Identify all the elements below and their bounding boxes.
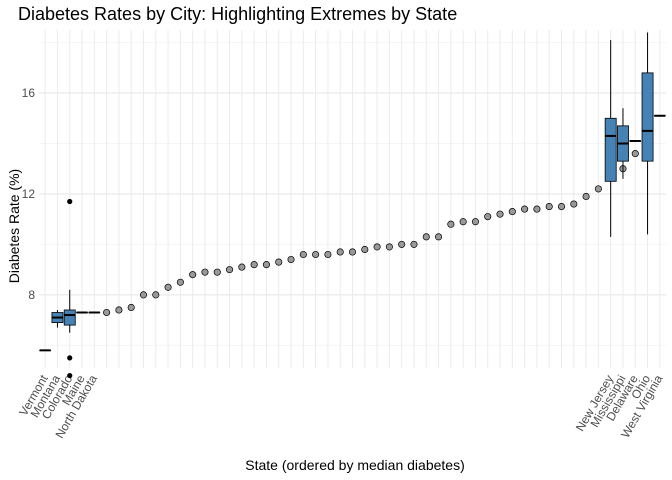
- y-tick-label: 8: [28, 288, 35, 302]
- data-point: [447, 220, 455, 228]
- boxplots: [39, 32, 666, 379]
- data-point: [152, 291, 160, 299]
- data-point: [226, 266, 234, 274]
- box: [641, 72, 654, 162]
- data-point: [373, 243, 381, 251]
- data-point: [336, 248, 344, 256]
- data-point: [324, 250, 332, 259]
- data-point: [594, 185, 602, 193]
- y-tick-label: 16: [22, 86, 36, 100]
- data-point: [385, 243, 393, 251]
- data-point: [631, 150, 639, 158]
- boxplot: [51, 309, 64, 328]
- data-point: [398, 240, 406, 248]
- data-point: [238, 263, 246, 271]
- box: [63, 309, 76, 326]
- y-tick-label: 12: [22, 187, 36, 201]
- data-point: [262, 261, 270, 269]
- data-point: [410, 240, 418, 248]
- y-axis-ticks: 8 12 16: [22, 86, 36, 302]
- data-point: [103, 308, 111, 317]
- box: [604, 117, 617, 182]
- data-point: [521, 205, 529, 213]
- data-point: [348, 248, 357, 256]
- data-point: [299, 250, 307, 259]
- data-point: [471, 218, 479, 226]
- data-point: [582, 192, 590, 201]
- outlier-point: [67, 355, 73, 361]
- boxplot: [604, 40, 617, 237]
- data-point: [570, 200, 578, 208]
- data-point: [201, 268, 209, 276]
- outlier-point: [67, 372, 73, 379]
- y-axis-title: Diabetes Rate (%): [6, 169, 22, 283]
- data-point: [250, 261, 258, 269]
- data-point: [533, 205, 541, 213]
- grid: [39, 30, 666, 368]
- boxplot: [617, 108, 629, 179]
- boxplot: [641, 32, 654, 235]
- data-point: [275, 258, 283, 266]
- data-point: [435, 233, 443, 241]
- data-point: [115, 306, 123, 314]
- data-point: [287, 255, 295, 264]
- data-point: [361, 245, 369, 253]
- middle-points: [103, 150, 639, 317]
- data-point: [189, 271, 197, 279]
- data-point: [176, 278, 184, 286]
- data-point: [312, 250, 320, 259]
- data-point: [127, 303, 135, 312]
- outlier-point: [67, 198, 73, 205]
- x-axis-title: State (ordered by median diabetes): [245, 457, 464, 473]
- data-point: [139, 291, 148, 299]
- chart-title: Diabetes Rates by City: Highlighting Ext…: [18, 4, 457, 24]
- data-point: [422, 233, 430, 241]
- data-point: [557, 203, 566, 211]
- data-point: [164, 283, 172, 291]
- data-point: [496, 210, 504, 218]
- data-point: [484, 213, 492, 221]
- data-point: [213, 268, 221, 276]
- data-point: [459, 218, 467, 226]
- data-point: [508, 208, 516, 216]
- boxplot: [63, 198, 76, 379]
- data-point: [545, 203, 553, 211]
